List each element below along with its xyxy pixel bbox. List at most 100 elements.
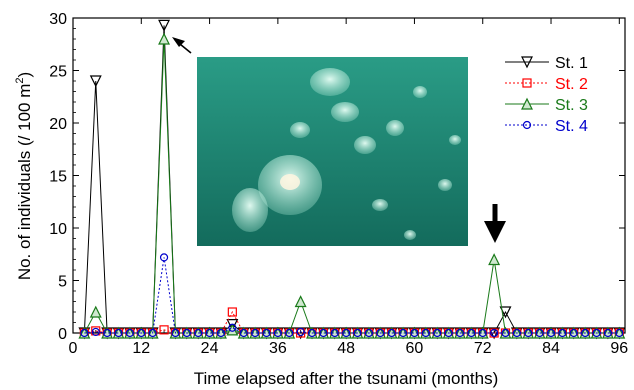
- data-point: [158, 19, 171, 32]
- data-point: [615, 328, 624, 338]
- data-point: [410, 328, 419, 338]
- jellyfish-shape: [438, 179, 452, 191]
- y-tick-label: 20: [49, 116, 67, 133]
- data-point: [581, 328, 590, 338]
- data-point: [521, 97, 533, 110]
- data-point: [91, 327, 100, 337]
- y-axis-title-close: ): [15, 72, 34, 78]
- data-point: [592, 328, 601, 338]
- data-point: [330, 328, 339, 338]
- data-point: [455, 328, 465, 338]
- data-point: [490, 328, 499, 338]
- legend-label: St. 2: [555, 76, 588, 93]
- data-point: [558, 328, 567, 338]
- x-tick-label: 48: [337, 340, 355, 357]
- data-point: [603, 328, 613, 338]
- data-point: [512, 328, 521, 338]
- jellyfish-shape: [331, 102, 359, 122]
- legend-label: St. 3: [555, 97, 588, 114]
- y-tick-label: 5: [58, 274, 67, 291]
- plot-series: [78, 19, 626, 340]
- data-point: [535, 328, 544, 338]
- jellyfish-shape: [354, 136, 376, 154]
- data-point: [159, 253, 169, 262]
- jellyfish-shape: [404, 230, 416, 240]
- x-tick-label: 0: [69, 340, 78, 357]
- jellyfish-shape: [232, 188, 268, 232]
- data-point: [148, 328, 157, 338]
- data-point: [342, 328, 351, 338]
- series-line: [84, 257, 620, 334]
- data-point: [353, 328, 362, 338]
- data-point: [546, 328, 556, 338]
- legend-item: St. 1: [505, 55, 588, 72]
- data-point: [421, 328, 430, 338]
- legend-item: St. 2: [505, 76, 588, 93]
- data-point: [194, 328, 203, 338]
- data-point: [273, 328, 282, 338]
- data-point: [488, 253, 501, 266]
- data-point: [239, 328, 248, 338]
- data-point: [103, 328, 112, 338]
- data-point: [499, 306, 512, 319]
- data-point: [467, 328, 476, 338]
- x-tick-label: 84: [542, 340, 560, 357]
- legend-item: St. 4: [505, 118, 588, 135]
- data-point: [251, 328, 260, 338]
- y-tick-label: 10: [49, 221, 67, 238]
- data-point: [307, 328, 317, 338]
- legend-label: St. 4: [555, 118, 588, 135]
- data-point: [182, 328, 191, 338]
- x-tick-label: 60: [406, 340, 424, 357]
- y-axis-title-superscript: 2: [14, 78, 26, 84]
- data-point: [80, 328, 89, 338]
- data-point: [114, 328, 123, 338]
- data-point: [522, 78, 532, 88]
- data-point: [137, 328, 146, 338]
- data-point: [444, 328, 453, 338]
- x-tick-label: 24: [201, 340, 219, 357]
- y-axis-title: No. of individuals (/ 100 m2): [14, 72, 34, 280]
- data-point: [205, 328, 214, 338]
- data-point: [125, 328, 135, 338]
- data-point: [262, 328, 271, 338]
- data-point: [501, 328, 510, 338]
- data-point: [89, 305, 102, 318]
- data-point: [569, 328, 578, 338]
- data-point: [364, 328, 374, 338]
- data-point: [478, 328, 487, 338]
- legend-label: St. 1: [555, 55, 588, 72]
- data-point: [296, 327, 305, 337]
- jellyfish-shape: [310, 68, 350, 96]
- jellyfish-shape: [386, 120, 404, 136]
- data-point: [294, 295, 307, 308]
- data-point: [319, 328, 328, 338]
- arrow-pointer-peak: [172, 37, 192, 54]
- data-point: [387, 328, 396, 338]
- arrow-down-peak: [484, 204, 506, 243]
- annotation-arrows: [172, 37, 506, 243]
- x-tick-label: 36: [269, 340, 287, 357]
- x-tick-label: 72: [474, 340, 492, 357]
- data-point: [398, 328, 408, 338]
- data-point: [376, 328, 385, 338]
- legend-item: St. 3: [505, 97, 588, 114]
- data-point: [522, 120, 532, 130]
- y-tick-label: 15: [49, 169, 67, 186]
- data-point: [158, 32, 171, 45]
- axes: 0 12 24 36 48 60 72 84 96 0 5 10 15 20 25 30: [49, 11, 628, 357]
- data-point: [285, 328, 294, 338]
- legend: St. 1 St. 2 St. 3 St. 4: [505, 55, 588, 135]
- jellyfish-shape: [290, 122, 310, 138]
- jellyfish-core: [280, 174, 300, 190]
- data-point: [159, 325, 169, 335]
- data-point: [216, 328, 226, 338]
- x-axis-title: Time elapsed after the tsunami (months): [194, 369, 499, 388]
- y-tick-label: 30: [49, 11, 67, 28]
- x-tick-label: 96: [610, 340, 628, 357]
- data-point: [89, 75, 102, 88]
- data-point: [524, 328, 533, 338]
- data-point: [171, 328, 180, 338]
- jellyfish-photo-inset: [197, 57, 468, 246]
